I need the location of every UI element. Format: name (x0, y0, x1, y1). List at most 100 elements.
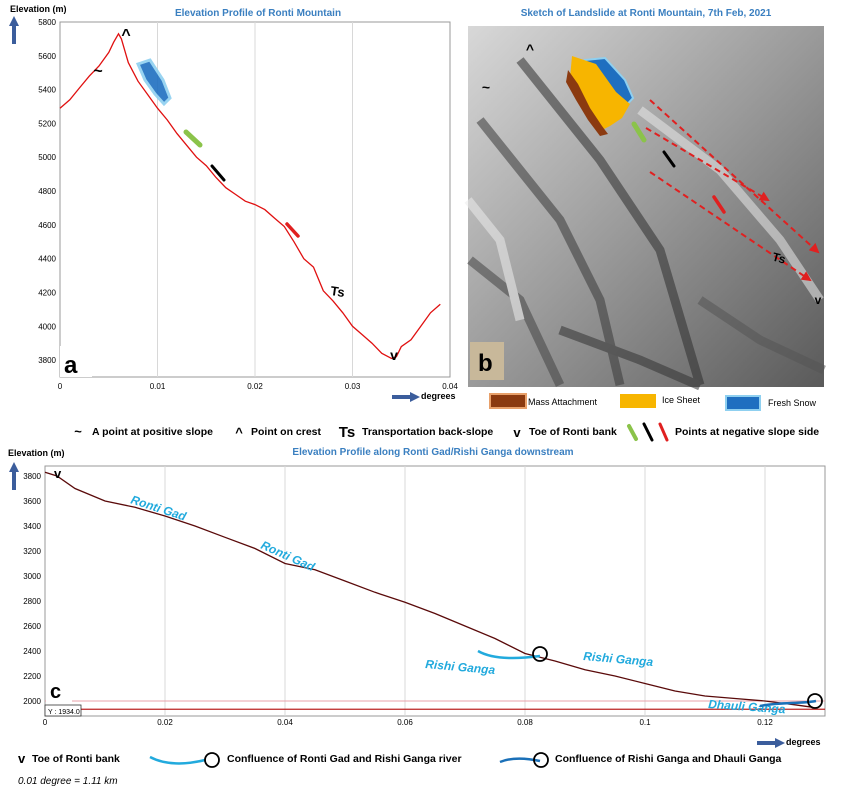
panel-a-title: Elevation Profile of Ronti Mountain (175, 8, 341, 19)
panel-b: Sketch of Landslide at Ronti Mountain, 7… (464, 8, 826, 411)
panel-c-letter: c (50, 681, 61, 703)
panel-c-elevation-line (44, 471, 814, 708)
toe-symbol: v (390, 347, 398, 363)
transport-symbol: Ts (330, 283, 346, 300)
legend-c-toe-label: Toe of Ronti bank (32, 753, 120, 765)
y-tick-label: 3400 (23, 522, 41, 531)
y-tick-label: 3800 (38, 356, 56, 365)
b-transport-symbol: Ts (771, 250, 788, 267)
x-tick-label: 0.04 (442, 382, 458, 391)
river-label-rishi-ganga-1: Rishi Ganga (425, 657, 496, 677)
panel-a-y-ticks: 3800 4000 4200 4400 4600 4800 5000 5200 5400 5600… (38, 18, 56, 365)
y-tick-label: 3600 (23, 497, 41, 506)
legend-toe-label: Toe of Ronti bank (529, 426, 617, 438)
y-tick-label: 2200 (23, 672, 41, 681)
panel-c-grid (164, 466, 766, 716)
y-tick-label: 2600 (23, 622, 41, 631)
symbol-legend-row: ~ A point at positive slope ^ Point on c… (74, 422, 819, 442)
y-tick-label: 4000 (38, 322, 56, 331)
legend-black-mark (642, 422, 654, 442)
confluence-marker-2 (807, 693, 823, 709)
legend-mass-swatch (489, 393, 527, 409)
legend-transport-label: Transportation back-slope (362, 426, 493, 438)
b-red-arrow-1 (649, 99, 820, 254)
y-tick-label: 5000 (38, 153, 56, 162)
panel-c-x-arrow (757, 738, 785, 748)
panel-a-letter: a (64, 352, 78, 379)
mountain-sketch (468, 26, 824, 387)
x-tick-label: 0.04 (277, 718, 293, 727)
crest-symbol: ^ (121, 27, 130, 44)
y-tick-label: 5600 (38, 52, 56, 61)
y-tick-label: 5800 (38, 18, 56, 27)
y-tick-label: 3200 (23, 547, 41, 556)
y-tick-label: 5400 (38, 86, 56, 95)
legend-ice-swatch (620, 394, 656, 408)
red-point-mark (285, 222, 300, 238)
river-label-dhauli-ganga: Dhauli Ganga (708, 697, 786, 716)
x-tick-label: 0.06 (397, 718, 413, 727)
panel-a-ylabel: Elevation (m) (10, 4, 67, 14)
legend-ice-label: Ice Sheet (662, 395, 701, 405)
panel-a-x-arrow (392, 392, 420, 402)
legend-c-toe-symbol: v (18, 751, 26, 766)
x-tick-label: 0.02 (157, 718, 173, 727)
y-tick-label: 2400 (23, 647, 41, 656)
panel-b-letter-box (470, 342, 504, 380)
legend-c-river-line-2 (499, 757, 541, 764)
river-label-rishi-ganga-2: Rishi Ganga (583, 649, 654, 669)
black-point-mark (210, 164, 226, 182)
x-tick-label: 0.08 (517, 718, 533, 727)
legend-c-river-line-1 (149, 755, 206, 765)
legend-positive-symbol: ~ (74, 424, 82, 439)
panel-a-xlabel: degrees (421, 391, 456, 401)
panel-b-title: Sketch of Landslide at Ronti Mountain, 7… (521, 8, 772, 19)
legend-crest-label: Point on crest (251, 426, 322, 438)
panel-c-ref-label-box (44, 704, 82, 717)
panel-a-x-ticks: 0 0.01 0.02 0.03 0.04 (58, 382, 459, 391)
panel-c-y-ticks: 2000 2200 2400 2600 2800 3000 3200 3400 3600 3800 (23, 472, 41, 706)
legend-c-circle-1 (204, 752, 220, 768)
b-crest-symbol: ^ (526, 41, 534, 57)
confluence-marker-1 (532, 646, 548, 662)
y-tick-label: 2000 (23, 697, 41, 706)
panel-c-title: Elevation Profile along Ronti Gad/Rishi … (292, 447, 573, 458)
positive-slope-symbol: ~ (93, 63, 102, 80)
legend-green-mark (627, 424, 638, 441)
legend-mass-label: Mass Attachment (528, 397, 598, 407)
panel-c-letter-box (46, 676, 72, 702)
legend-c-confluence1-label: Confluence of Ronti Gad and Rishi Ganga … (227, 753, 462, 765)
y-tick-label: 5200 (38, 119, 56, 128)
legend-red-mark (658, 422, 669, 442)
x-tick-label: 0.02 (247, 382, 263, 391)
panel-a-y-arrow (9, 16, 19, 44)
b-red-mark (712, 195, 726, 214)
panel-c: Elevation Profile along Ronti Gad/Rishi … (8, 447, 826, 768)
panel-a-elevation-line (59, 32, 441, 360)
panel-b-letter: b (478, 350, 493, 377)
panel-c-x-ticks: 0 0.02 0.04 0.06 0.08 0.1 0.12 (43, 718, 774, 727)
legend-positive-label: A point at positive slope (92, 426, 213, 438)
y-tick-label: 4800 (38, 187, 56, 196)
panel-c-xlabel: degrees (786, 737, 821, 747)
panel-a: Elevation Profile of Ronti Mountain Elev… (9, 4, 458, 402)
legend-c-circle-2 (533, 752, 549, 768)
mass-attachment-area (566, 70, 608, 136)
y-tick-label: 2800 (23, 597, 41, 606)
legend-c-confluence2-label: Confluence of Rishi Ganga and Dhauli Gan… (555, 753, 782, 765)
legend-snow-label: Fresh Snow (768, 398, 817, 408)
b-green-mark (631, 121, 647, 143)
x-tick-label: 0.1 (639, 718, 651, 727)
y-tick-label: 4600 (38, 221, 56, 230)
legend-snow-swatch (725, 395, 761, 411)
b-positive-symbol: ~ (482, 79, 490, 95)
x-tick-label: 0.03 (345, 382, 361, 391)
fresh-snow-mark (135, 58, 172, 107)
panel-c-ylabel: Elevation (m) (8, 448, 65, 458)
legend-transport-symbol: Ts (339, 424, 355, 441)
b-red-arrow-2 (645, 127, 770, 202)
b-toe-symbol: v (815, 293, 822, 307)
y-tick-label: 4200 (38, 288, 56, 297)
panel-c-y-arrow (9, 462, 19, 490)
